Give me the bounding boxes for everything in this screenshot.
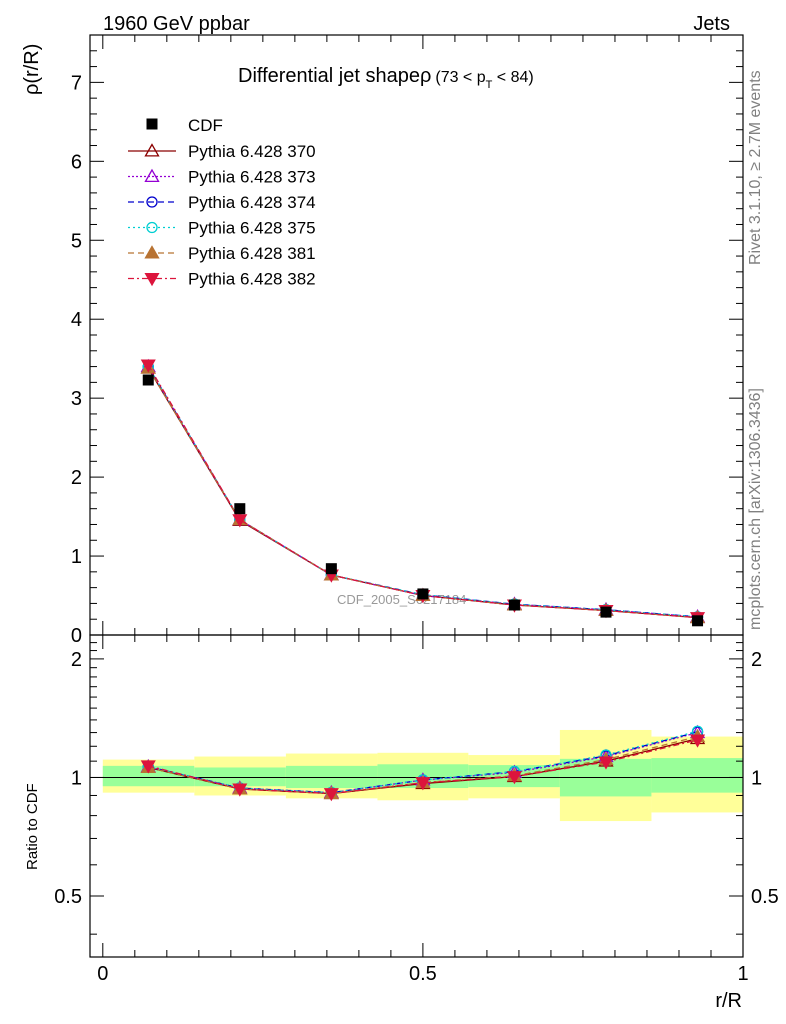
main-series-line <box>147 364 698 619</box>
ratio-series-point <box>506 771 522 785</box>
legend-series-label: Pythia 6.428 381 <box>188 244 316 263</box>
ratio-inner-band <box>102 765 195 787</box>
legend-series-marker <box>144 245 160 259</box>
ratio-panel: 0.5 0.51 12 2 0 0.5 1 Ratio to CDF r/R <box>24 634 779 1012</box>
main-series-point <box>140 359 156 373</box>
main-y-tick-label: 6 <box>71 151 82 173</box>
legend-series-marker <box>144 143 160 157</box>
data-point <box>325 563 337 575</box>
svg-text:Differential jet shapeρ(73 < p: Differential jet shapeρ (73 < pT < 84) <box>238 65 534 91</box>
ratio-inner-band <box>194 767 286 787</box>
legend-series-label: Pythia 6.428 373 <box>188 168 316 187</box>
main-series-line <box>147 367 698 619</box>
x-tick-label: 0 <box>97 963 108 985</box>
x-axis-label: r/R <box>715 990 742 1012</box>
ratio-series-point <box>415 777 431 791</box>
analysis-watermark: CDF_2005_S6217184 <box>337 592 466 607</box>
legend-series-label: Pythia 6.428 370 <box>188 142 316 161</box>
main-title-range-end: < 84) <box>492 69 533 86</box>
main-x-ticks <box>102 35 744 635</box>
legend-series-marker <box>146 196 158 208</box>
ratio-y-ticks: 0.5 0.5 1 1 2 2 <box>54 642 779 935</box>
main-title-symbol: ρ <box>420 65 431 87</box>
ratio-series-point <box>232 783 248 797</box>
legend-series-marker <box>144 168 160 183</box>
main-panel: 0 1 2 3 4 5 6 7 ρ(r/R) Differential jet shapeρ(… <box>21 34 744 647</box>
legend-series-label: Pythia 6.428 382 <box>188 270 316 289</box>
main-y-tick-label: 7 <box>71 72 82 94</box>
mcplots-label: mcplots.cern.ch [arXiv:1306.3436] <box>747 388 764 630</box>
main-y-axis-label: ρ(r/R) <box>21 44 43 95</box>
main-y-tick-label: 3 <box>71 388 82 410</box>
main-title-text: Differential jet shape <box>238 65 420 87</box>
ratio-series-point <box>598 756 614 770</box>
x-tick-label: 1 <box>737 963 748 985</box>
ratio-frame <box>89 634 744 958</box>
ratio-inner-band <box>651 758 743 793</box>
main-y-tick-label: 4 <box>71 309 82 331</box>
main-title-range-sub: T <box>486 79 493 91</box>
main-y-tick-label: 0 <box>71 625 82 647</box>
data-point <box>692 615 704 627</box>
main-series-line <box>147 366 698 618</box>
main-y-tick-label: 5 <box>71 230 82 252</box>
legend-data-marker <box>146 118 158 130</box>
ratio-y-axis-label: Ratio to CDF <box>24 783 41 870</box>
ratio-series-point <box>690 734 706 748</box>
ratio-y-tick-label-right: 2 <box>751 649 762 671</box>
ratio-y-tick-label-right: 0.5 <box>751 886 779 908</box>
legend: CDF Pythia 6.428 370 Pythia 6.428 373 Pythi… <box>128 116 316 289</box>
data-point <box>234 503 246 515</box>
legend-data-label: CDF <box>188 116 223 135</box>
legend-series-marker <box>146 221 158 234</box>
main-series-point <box>232 514 248 528</box>
legend-series-marker <box>144 273 160 287</box>
main-series-line <box>147 366 698 618</box>
ratio-y-tick-label: 2 <box>71 649 82 671</box>
ratio-y-tick-label-right: 1 <box>751 767 762 789</box>
main-y-tick-label: 1 <box>71 546 82 568</box>
energy-label: 1960 GeV ppbar <box>103 13 250 35</box>
data-point <box>142 374 154 386</box>
legend-series-label: Pythia 6.428 375 <box>188 219 316 238</box>
main-y-ticks: 0 1 2 3 4 5 6 7 <box>71 34 743 647</box>
main-series-line <box>147 366 698 618</box>
x-tick-label: 0.5 <box>409 963 437 985</box>
legend-series-label: Pythia 6.428 374 <box>188 193 316 212</box>
main-y-tick-label: 2 <box>71 467 82 489</box>
main-title-range: (73 < p <box>435 69 485 86</box>
data-point <box>417 588 429 600</box>
data-point <box>508 599 520 611</box>
ratio-series-group <box>140 724 706 802</box>
main-series-line <box>147 367 698 619</box>
data-point <box>600 606 612 618</box>
ratio-x-ticks: 0 0.5 1 <box>97 635 749 985</box>
rivet-label: Rivet 3.1.10, ≥ 2.7M events <box>747 70 764 265</box>
ratio-y-tick-label: 1 <box>71 767 82 789</box>
main-series-group <box>140 358 706 627</box>
process-label: Jets <box>693 13 730 35</box>
ratio-series-point <box>140 760 156 774</box>
ratio-series-point <box>323 788 339 802</box>
main-title: Differential jet shapeρ (73 < pT < 84) <box>238 65 534 91</box>
ratio-y-tick-label: 0.5 <box>54 886 82 908</box>
